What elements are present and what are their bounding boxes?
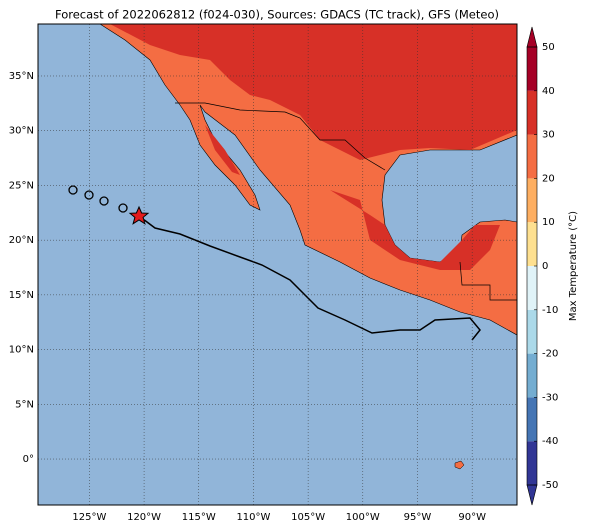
lon-tick-label: 100°W [346, 512, 380, 523]
hot-region [330, 190, 500, 270]
island [454, 460, 465, 470]
colorbar-segment [527, 353, 537, 398]
past-positions [68, 185, 128, 213]
lat-tick-label: 20°N [9, 235, 34, 246]
lon-tick-label: 90°W [458, 512, 486, 523]
colorbar-tick-label: -30 [542, 392, 558, 403]
lat-tick-label: 35°N [9, 71, 34, 82]
lat-tick-label: 30°N [9, 126, 34, 137]
colorbar-segment [527, 47, 537, 91]
colorbar-segment [527, 90, 537, 135]
colorbar-extend [526, 484, 538, 506]
colorbar-tick-label: 50 [542, 42, 555, 53]
map-area [38, 24, 517, 505]
map-frame [37, 23, 518, 506]
colorbar-tick-label: 0 [542, 261, 548, 272]
lon-tick-label: 110°W [236, 512, 270, 523]
colorbar-tick-label: 20 [542, 173, 555, 184]
lat-tick-label: 0° [23, 454, 34, 465]
map-title: Forecast of 2022062812 (f024-030), Sourc… [55, 8, 499, 22]
lat-tick-label: 5°N [15, 399, 34, 410]
lon-tick-label: 115°W [182, 512, 216, 523]
colorbar-segment [527, 134, 537, 179]
colorbar-segment [527, 441, 537, 485]
hot-region [110, 24, 517, 160]
colorbar-extend [526, 26, 538, 48]
colorbar-segment [527, 397, 537, 442]
lon-tick-label: 120°W [127, 512, 161, 523]
border [175, 102, 386, 171]
colorbar-tick-label: -20 [542, 349, 558, 360]
graticule [38, 24, 517, 505]
lat-tick-label: 25°N [9, 180, 34, 191]
colorbar-tick-label: 30 [542, 130, 555, 141]
hot-region [205, 125, 240, 175]
colorbar-label: Max Temperature (°C) [568, 211, 579, 321]
colorbar-tick-label: -50 [542, 480, 558, 491]
lat-tick-label: 10°N [9, 345, 34, 356]
storm-position [128, 205, 150, 225]
colorbar-segment [527, 178, 537, 223]
lon-tick-label: 105°W [291, 512, 325, 523]
lat-tick-label: 15°N [9, 290, 34, 301]
colorbar-segment [527, 309, 537, 354]
colorbar-segment [527, 222, 537, 266]
colorbar-tick-label: 10 [542, 217, 555, 228]
lon-tick-label: 95°W [404, 512, 432, 523]
colorbar-tick-label: 40 [542, 86, 555, 97]
lon-tick-label: 125°W [72, 512, 106, 523]
colorbar-tick-label: -10 [542, 305, 558, 316]
colorbar-segment [527, 266, 537, 310]
colorbar: -50 -40 -30 -20 -10 0 10 20 30 40 50 [526, 26, 558, 506]
border [459, 261, 517, 301]
colorbar-tick-label: -40 [542, 436, 558, 447]
